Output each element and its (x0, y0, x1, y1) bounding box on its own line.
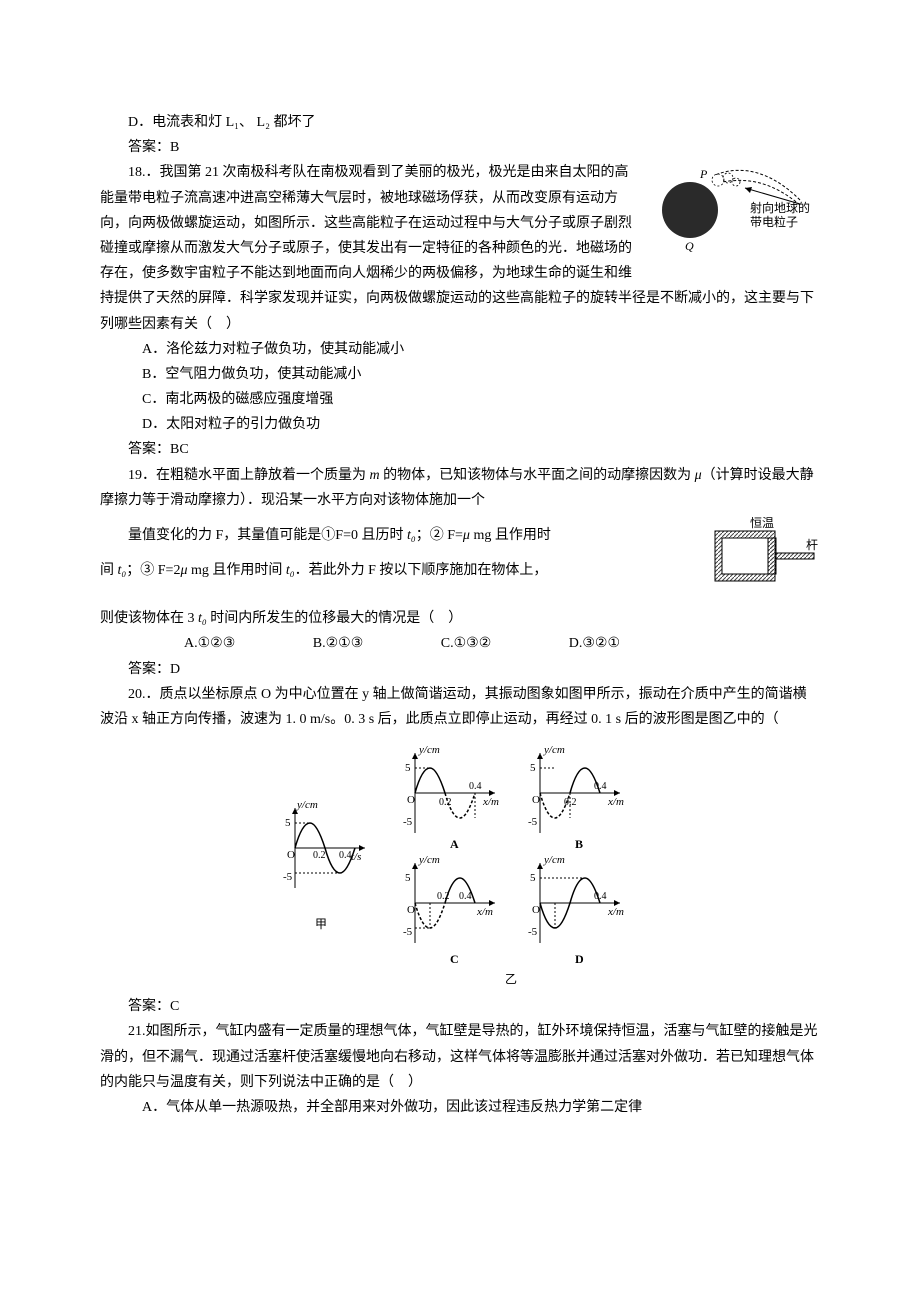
svg-text:O: O (407, 904, 415, 916)
q20-answer: 答案：C (100, 994, 820, 1019)
svg-text:5: 5 (405, 762, 411, 774)
q19-option-b: B.②①③ (271, 631, 364, 656)
q19-option-c: C.①③② (399, 631, 492, 656)
q20-stem: 20.．质点以坐标原点 O 为中心位置在 y 轴上做简谐运动，其振动图象如图甲所… (100, 682, 820, 732)
q18-fig-label-q: Q (685, 239, 694, 253)
svg-text:y/cm: y/cm (296, 799, 318, 811)
q19-fig-label-top: 恒温 (750, 517, 774, 530)
svg-text:-5: -5 (403, 926, 413, 938)
q20-panel-b-label: B (575, 837, 583, 851)
svg-text:-5: -5 (528, 816, 538, 828)
svg-text:x/m: x/m (476, 906, 493, 918)
q20-figure: y/cm t/s 5 -5 O 0.2 0.4 甲 y/cm x/m 5 -5 … (265, 738, 655, 988)
svg-text:O: O (532, 794, 540, 806)
q19-option-a: A.①②③ (142, 631, 235, 656)
svg-text:x/m: x/m (482, 796, 499, 808)
q20-fig-caption-left: 甲 (315, 917, 327, 931)
q18-figure: P Q 射向地球的 带电粒子 (650, 160, 820, 269)
q20-fig-caption-right: 乙 (505, 972, 517, 986)
q18-option-c: C．南北两极的磁感应强度增强 (100, 387, 820, 412)
svg-text:x/m: x/m (607, 906, 624, 918)
q21-stem: 21.如图所示，气缸内盛有一定质量的理想气体，气缸壁是导热的，缸外环境保持恒温，… (100, 1019, 820, 1095)
svg-text:5: 5 (285, 817, 291, 829)
q18-option-d: D．太阳对粒子的引力做负功 (100, 412, 820, 437)
svg-text:0.4: 0.4 (459, 891, 472, 902)
svg-text:y/cm: y/cm (418, 744, 440, 756)
q21-option-a: A．气体从单一热源吸热，并全部用来对外做功，因此该过程违反热力学第二定律 (100, 1095, 820, 1120)
q17-answer: 答案：B (100, 135, 820, 160)
svg-text:0.4: 0.4 (339, 850, 352, 861)
q20-panel-c-label: C (450, 952, 459, 966)
q19-stem-line1: 19．在粗糙水平面上静放着一个质量为 m 的物体，已知该物体与水平面之间的动摩擦… (100, 463, 820, 513)
q18-answer: 答案：BC (100, 437, 820, 462)
svg-text:-5: -5 (403, 816, 413, 828)
q20-panel-d-label: D (575, 952, 584, 966)
svg-text:-5: -5 (283, 871, 293, 883)
svg-text:O: O (287, 849, 295, 861)
svg-text:O: O (407, 794, 415, 806)
q17-option-d: D．电流表和灯 L₁、 L₂ 都坏了 (100, 110, 820, 135)
svg-text:0.4: 0.4 (469, 781, 482, 792)
svg-text:y/cm: y/cm (543, 744, 565, 756)
svg-text:5: 5 (530, 872, 536, 884)
svg-text:x/m: x/m (607, 796, 624, 808)
svg-text:5: 5 (405, 872, 411, 884)
svg-text:5: 5 (530, 762, 536, 774)
q20-panel-a-label: A (450, 837, 459, 851)
svg-text:y/cm: y/cm (418, 854, 440, 866)
q18-fig-caption-1: 射向地球的 (750, 200, 810, 215)
svg-text:0.2: 0.2 (313, 850, 326, 861)
q19-figure-cylinder: 恒温 杆 (710, 517, 820, 596)
q18-fig-label-p: P (699, 167, 708, 181)
svg-text:-5: -5 (528, 926, 538, 938)
q18-option-b: B．空气阻力做负功，使其动能减小 (100, 362, 820, 387)
q18-fig-caption-2: 带电粒子 (750, 214, 798, 229)
q19-option-d: D.③②① (527, 631, 620, 656)
q19-answer: 答案：D (100, 657, 820, 682)
svg-text:0.2: 0.2 (439, 797, 452, 808)
q19-options: A.①②③ B.②①③ C.①③② D.③②① (100, 631, 820, 656)
q19-stem-line4: 则使该物体在 3 t₀ 时间内所发生的位移最大的情况是（ ） (100, 606, 820, 631)
q19-fig-label-right: 杆 (806, 538, 818, 552)
q18-option-a: A．洛伦兹力对粒子做负功，使其动能减小 (100, 337, 820, 362)
svg-text:y/cm: y/cm (543, 854, 565, 866)
svg-text:O: O (532, 904, 540, 916)
